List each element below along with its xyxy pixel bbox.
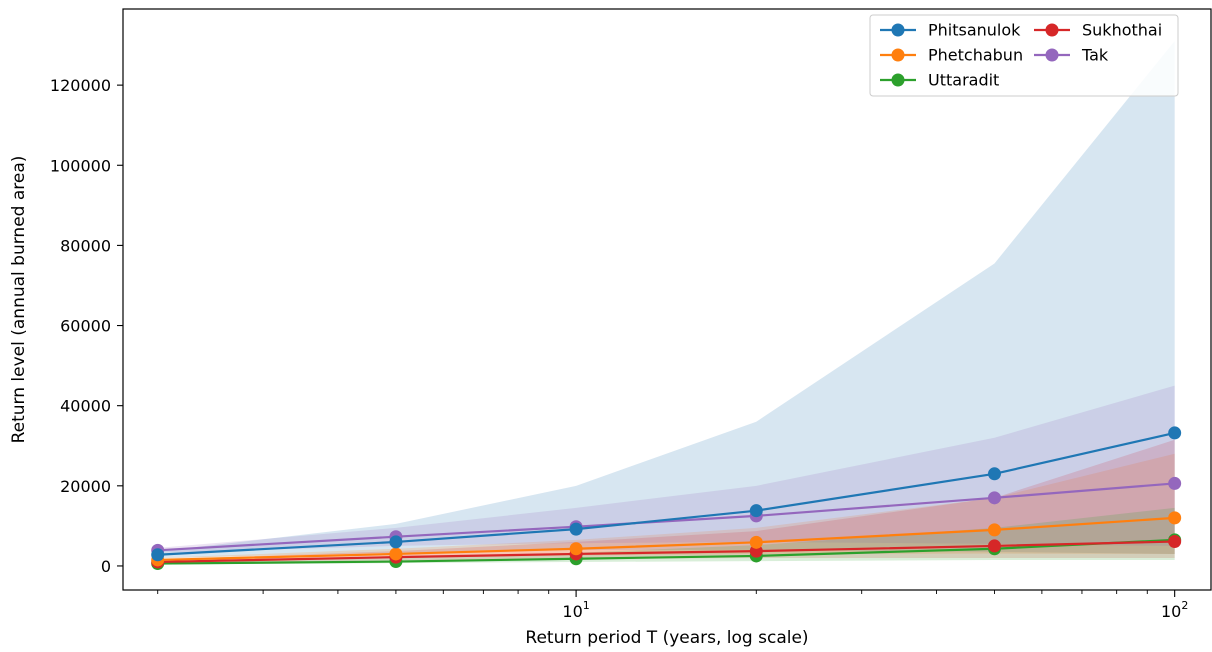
legend-item-phetchabun: Phetchabun [880,46,1023,65]
data-point-phitsanulok [1168,426,1182,440]
y-tick-label: 20000 [60,477,111,496]
series-line-phetchabun [157,516,1175,562]
legend-marker [1045,48,1059,62]
series-line-tak [157,482,1175,552]
data-point-sukhothai [1168,535,1182,549]
confidence-band-tak [157,385,1175,553]
legend-label: Tak [1081,46,1109,65]
data-point-phitsanulok [151,548,165,562]
series-phetchabun [151,511,1182,567]
x-tick-label: 102 [1161,599,1188,621]
x-axis-ticks: 101 102 [157,590,1188,621]
y-tick-label: 60000 [60,317,111,336]
data-point-tak [987,491,1001,505]
x-axis-label: Return period T (years, log scale) [525,628,808,648]
series-lines [151,426,1182,571]
legend-label: Phetchabun [928,46,1023,65]
y-tick-label: 80000 [60,236,111,255]
legend: Phitsanulok Phetchabun Uttaradit Sukhothai T… [869,14,1179,97]
confidence-band-phitsanulok [157,41,1175,558]
y-tick-label: 120000 [50,76,111,95]
legend-label: Uttaradit [928,71,999,90]
y-tick-label: 0 [101,557,111,576]
legend-label: Sukhothai [1082,21,1162,40]
data-point-phetchabun [569,542,583,556]
legend-marker [1045,23,1059,37]
legend-box [869,14,1179,97]
data-point-phetchabun [987,523,1001,537]
y-axis-ticks: 0 20000 40000 60000 80000 100000 120000 [50,76,123,576]
y-tick-label: 100000 [50,156,111,175]
confidence-band-sukhothai [157,439,1175,564]
data-point-phitsanulok [987,467,1001,481]
series-line-uttaradit [157,538,1175,565]
confidence-bands [157,41,1175,565]
legend-label: Phitsanulok [928,21,1021,40]
legend-marker [891,73,905,87]
legend-item-sukhothai: Sukhothai [1034,21,1162,40]
data-point-phetchabun [749,535,763,549]
plot-area-frame [122,8,1212,591]
series-line-phitsanulok [157,431,1175,556]
data-point-sukhothai [987,539,1001,553]
legend-marker [891,48,905,62]
legend-marker [891,23,905,37]
y-tick-label: 40000 [60,397,111,416]
y-axis-label: Return level (annual burned area) [9,156,29,444]
data-point-phetchabun [1168,511,1182,525]
legend-item-tak: Tak [1034,46,1109,65]
data-point-tak [1168,476,1182,490]
data-point-phitsanulok [389,535,403,549]
series-line-sukhothai [157,540,1175,564]
data-point-phetchabun [389,547,403,561]
legend-item-uttaradit: Uttaradit [880,71,999,90]
data-point-phitsanulok [569,522,583,536]
x-tick-label: 101 [562,599,589,621]
series-phitsanulok [151,426,1182,562]
data-point-phitsanulok [749,504,763,518]
legend-item-phitsanulok: Phitsanulok [880,21,1021,40]
